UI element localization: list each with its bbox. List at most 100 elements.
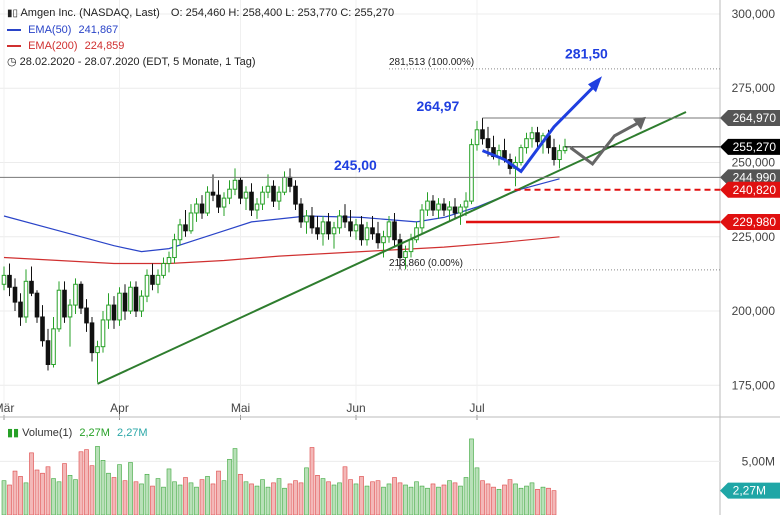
- volume-bar: [551, 490, 557, 515]
- ema200-label: EMA(200): [28, 40, 78, 52]
- blue-projection: [481, 81, 600, 174]
- volume-bar: [546, 487, 551, 515]
- volume-bar: [18, 476, 23, 515]
- volume-bar: [502, 484, 507, 515]
- candle-body: [139, 295, 144, 312]
- volume-bar: [265, 486, 271, 515]
- candle-body: [73, 283, 78, 306]
- candle-body: [524, 138, 529, 149]
- volume-bar: [315, 475, 320, 515]
- volume-bar: [199, 479, 205, 515]
- volume-bar: [254, 485, 260, 515]
- volume-bar: [111, 477, 117, 515]
- candle-body: [287, 176, 293, 187]
- volume-pane: 5,00M 2,27M: [0, 438, 780, 515]
- candle-body: [128, 286, 133, 312]
- peak-annotation: 264,97: [417, 98, 460, 114]
- candle-body: [375, 233, 381, 244]
- y-tick-label: 200,000: [732, 304, 776, 318]
- y-tick-label: 300,000: [732, 7, 776, 21]
- candle-body: [353, 224, 359, 232]
- volume-bar: [161, 486, 166, 515]
- candle-body: [348, 221, 353, 232]
- volume-bar: [73, 479, 78, 515]
- x-tick-label: Mär: [0, 401, 14, 415]
- volume-bar: [271, 482, 276, 515]
- volume-bar: [524, 485, 529, 515]
- candle-body: [276, 191, 282, 202]
- volume-bar: [95, 446, 100, 515]
- candle-body: [392, 221, 397, 241]
- period-line: ◷ 28.02.2020 - 28.07.2020 (EDT, 5 Monate…: [7, 55, 256, 68]
- ema200-value: 224,859: [84, 40, 125, 52]
- candle-body: [474, 129, 480, 146]
- candle-body: [260, 191, 265, 205]
- level-tag-label: 240,820: [733, 183, 777, 197]
- candle-body: [298, 203, 304, 223]
- volume-bar: [419, 485, 425, 515]
- x-tick-label: Jun: [346, 401, 365, 415]
- candle-body: [243, 191, 249, 199]
- header-line-instrument: ▮▯ Amgen Inc. (NASDAQ, Last) O: 254,460 …: [7, 7, 394, 19]
- y-tick-label: 175,000: [732, 378, 776, 392]
- price-axis: 175,000 200,000 225,000 250,000 275,000 300,0…: [0, 7, 780, 415]
- volume-bar: [34, 469, 40, 515]
- level-tag-label: 229,980: [733, 215, 777, 229]
- ohlc-values: O: 254,460 H: 258,400 L: 253,770 C: 255,…: [170, 7, 395, 19]
- volume-bar: [51, 478, 56, 515]
- volume-bar: [496, 488, 502, 515]
- volume-bar: [375, 480, 381, 515]
- volume-bar: [540, 486, 546, 515]
- candle-body: [271, 185, 276, 202]
- volume-bar: [194, 486, 199, 515]
- volume-bar: [535, 488, 540, 515]
- volume-bar: [463, 477, 469, 515]
- candle-body: [67, 304, 73, 318]
- x-tick-label: Apr: [110, 401, 129, 415]
- volume-bar: [326, 481, 331, 515]
- candle-body: [414, 227, 419, 241]
- volume-tag-label: 2,27M: [733, 484, 766, 498]
- volume-bar: [62, 463, 67, 515]
- volume-bar: [304, 467, 309, 515]
- candle-body: [216, 194, 221, 208]
- volume-bars-icon: ▮▮: [7, 427, 20, 439]
- legend-ema50: EMA(50) 241,867: [7, 24, 118, 36]
- volume-bar: [518, 487, 524, 515]
- candle-body: [40, 316, 45, 342]
- volume-bar: [397, 482, 403, 515]
- candle-body: [221, 197, 227, 208]
- volume-bar: [67, 475, 73, 515]
- candle-body: [441, 203, 447, 211]
- level-tag-label: 244,990: [733, 170, 777, 184]
- volume-bar: [89, 465, 95, 515]
- x-tick-label: Jul: [469, 401, 484, 415]
- candle-body: [84, 307, 89, 324]
- candle-body: [249, 191, 254, 211]
- level-tag: [720, 110, 780, 127]
- candle-body: [315, 227, 320, 235]
- volume-bar: [117, 464, 122, 515]
- volume-bar: [491, 486, 496, 515]
- candle-body: [122, 292, 128, 312]
- candle-body: [150, 274, 155, 285]
- candle-body: [518, 147, 524, 163]
- volume-bar: [381, 486, 386, 515]
- y-tick-label: 250,000: [732, 155, 776, 169]
- volume-bar: [155, 478, 161, 515]
- candle-body: [452, 206, 458, 214]
- candle-body: [95, 346, 100, 354]
- volume-bar: [469, 438, 474, 515]
- volume-bar: [205, 476, 210, 515]
- candle-body: [408, 239, 414, 253]
- ema200-line: [3, 236, 560, 265]
- candle-body: [403, 251, 408, 259]
- volume-bar: [260, 479, 265, 515]
- volume-label: Volume(1): [22, 427, 73, 439]
- candle-body: [529, 132, 535, 140]
- candle-body: [188, 212, 194, 232]
- volume-bar: [243, 481, 249, 515]
- volume-bar: [133, 481, 139, 515]
- volume-bar: [276, 478, 282, 515]
